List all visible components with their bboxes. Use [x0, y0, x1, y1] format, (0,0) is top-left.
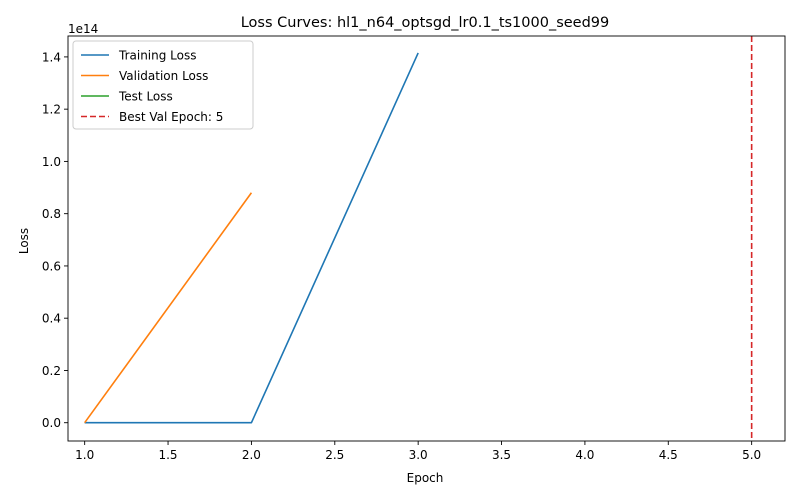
y-axis-label: Loss — [17, 228, 31, 254]
chart-title: Loss Curves: hl1_n64_optsgd_lr0.1_ts1000… — [241, 15, 610, 31]
series-line-0 — [84, 52, 419, 424]
legend: Training Loss Validation Loss Test Loss Bes… — [72, 40, 254, 130]
x-tick-label: 4.5 — [659, 448, 678, 462]
x-tick-label: 4.0 — [575, 448, 594, 462]
legend-label: Test Loss — [118, 90, 173, 104]
x-tick-label: 1.5 — [158, 448, 177, 462]
legend-label: Validation Loss — [119, 69, 208, 83]
plot-area — [84, 36, 753, 441]
x-axis-label: Epoch — [407, 471, 444, 485]
legend-label: Training Loss — [118, 49, 196, 63]
series-line-1 — [84, 192, 253, 424]
y-tick-label: 0.6 — [42, 259, 61, 273]
legend-label: Best Val Epoch: 5 — [119, 110, 223, 124]
x-tick-label: 2.5 — [325, 448, 344, 462]
x-tick-label: 1.0 — [75, 448, 94, 462]
x-tick-label: 3.5 — [492, 448, 511, 462]
y-tick-label: 0.0 — [42, 416, 61, 430]
y-tick-label: 1.4 — [42, 50, 61, 64]
y-tick-label: 0.4 — [42, 312, 61, 326]
x-tick-label: 3.0 — [409, 448, 428, 462]
plot-frame — [67, 35, 786, 442]
y-tick-label: 0.2 — [42, 364, 61, 378]
y-tick-label: 0.8 — [42, 207, 61, 221]
y-tick-label: 1.0 — [42, 155, 61, 169]
legend-box — [72, 40, 254, 130]
y-offset-label: 1e14 — [68, 22, 98, 36]
axis-ticks: 1.0 1.5 2.0 2.5 3.0 3.5 4.0 4.5 5.0 0.0 0.2 0.4 0.6 0… — [42, 50, 761, 462]
x-tick-label: 2.0 — [242, 448, 261, 462]
y-tick-label: 1.2 — [42, 103, 61, 117]
x-tick-label: 5.0 — [742, 448, 761, 462]
